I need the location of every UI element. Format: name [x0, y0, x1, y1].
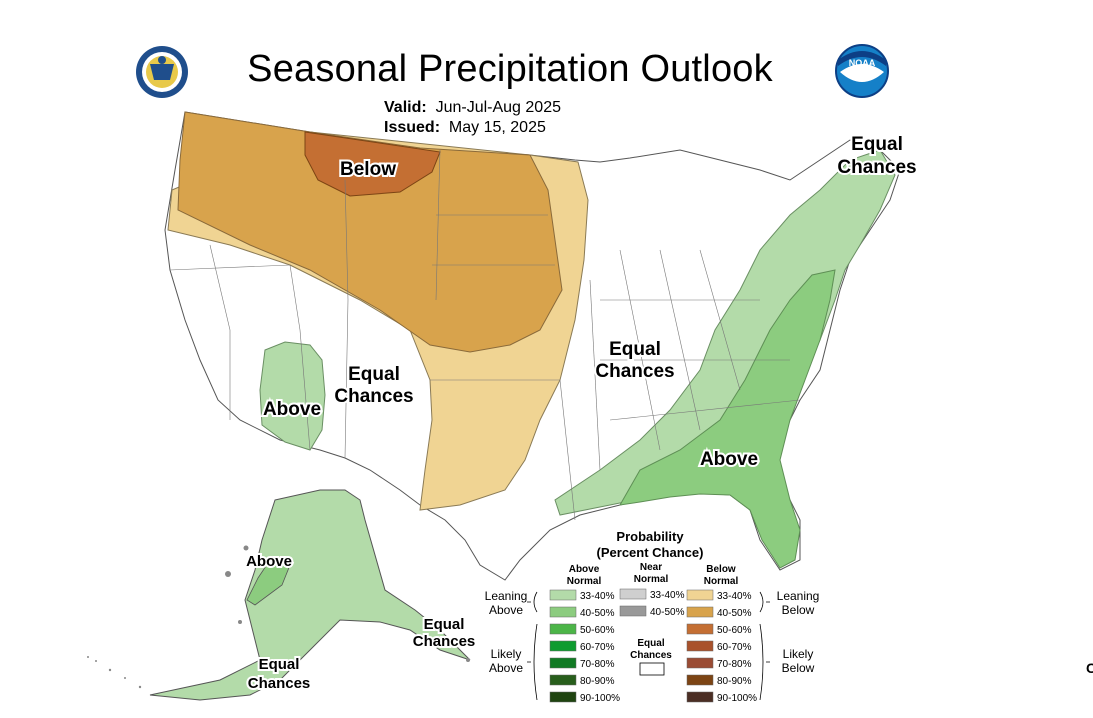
legend-below-range-0: 33-40% — [717, 591, 752, 602]
label-equal-ak-se-1: Equal — [424, 616, 465, 633]
label-above-sw: Above — [263, 399, 321, 420]
label-above-se: Above — [700, 449, 758, 470]
label-equal-ak-s-2: Chances — [248, 675, 311, 692]
legend-leaning-above-1: Leaning — [485, 589, 528, 603]
page-title: Seasonal Precipitation Outlook — [247, 48, 773, 90]
legend-near-swatch-1 — [619, 605, 647, 617]
region-above-33-40-sw — [259, 341, 326, 451]
valid-value: Jun-Jul-Aug 2025 — [435, 99, 561, 116]
label-equal-ak-s-1: Equal — [259, 656, 300, 673]
legend-brace-leaning-below — [759, 591, 770, 613]
legend-below-range-2: 50-60% — [717, 625, 752, 636]
legend-above-range-1: 40-50% — [580, 608, 615, 619]
legend-col-above-1: Above — [569, 564, 600, 575]
legend-below-swatch-3 — [686, 640, 714, 652]
legend-below-range-5: 80-90% — [717, 676, 752, 687]
legend-above-swatch-5 — [549, 674, 577, 686]
legend-below-range-6: 90-100% — [717, 693, 757, 704]
legend-below-swatch-4 — [686, 657, 714, 669]
legend-brace-likely-above — [527, 623, 538, 701]
valid-label: Valid: — [384, 99, 427, 116]
label-equal-ne-1: Equal — [851, 134, 903, 155]
legend-above-range-3: 60-70% — [580, 642, 615, 653]
legend-leaning-below-1: Leaning — [777, 589, 820, 603]
legend-title-2: (Percent Chance) — [597, 545, 704, 560]
label-equal-sw-2: Chances — [334, 386, 413, 407]
legend-col-near-2: Normal — [634, 574, 669, 585]
legend-above-swatch-6 — [549, 691, 577, 703]
region-below-40-50 — [177, 111, 563, 353]
noaa-logo-icon: NOAA — [835, 44, 889, 98]
legend-above-range-4: 70-80% — [580, 659, 615, 670]
legend-above-range-0: 33-40% — [580, 591, 615, 602]
legend-above-swatch-1 — [549, 606, 577, 618]
label-above-ak: Above — [246, 553, 292, 570]
legend-likely-above-1: Likely — [491, 647, 522, 661]
alaska-above-40 — [246, 559, 293, 606]
label-equal-central-1: Equal — [609, 339, 661, 360]
legend-col-above-2: Normal — [567, 576, 602, 587]
label-equal-sw-1: Equal — [348, 364, 400, 385]
legend-below-range-1: 40-50% — [717, 608, 752, 619]
legend-near-range-0: 33-40% — [650, 590, 685, 601]
legend-brace-likely-below — [759, 623, 770, 701]
legend-leaning-above-2: Above — [489, 603, 523, 617]
region-above-40-50-east — [619, 269, 836, 569]
legend-below-column: 33-40% 40-50% 50-60% 60-70% 70-80% 80-90% 90-1… — [686, 589, 757, 704]
legend-near-column: 33-40% 40-50% — [619, 588, 685, 618]
doc-seal-icon — [136, 46, 188, 98]
legend-above-column: 33-40% 40-50% 50-60% 60-70% 70-80% 80-90% 90-1… — [549, 589, 620, 704]
legend-title-1: Probability — [616, 529, 684, 544]
legend-near-range-1: 40-50% — [650, 607, 685, 618]
issued-value: May 15, 2025 — [448, 119, 546, 136]
legend-likely-below-2: Below — [782, 661, 815, 675]
legend-above-swatch-3 — [549, 640, 577, 652]
legend-col-below-1: Below — [706, 564, 736, 575]
legend: Probability (Percent Chance) Above Norma… — [485, 529, 820, 704]
legend-below-swatch-0 — [686, 589, 714, 601]
label-equal-ak-se-2: Chances — [413, 633, 476, 650]
legend-above-range-2: 50-60% — [580, 625, 615, 636]
aleutian-islands — [87, 545, 470, 689]
label-below: Below — [340, 159, 396, 180]
credit-text: C — [1086, 660, 1093, 676]
region-below-50-60 — [304, 131, 441, 197]
legend-col-near-1: Near — [640, 562, 662, 573]
issued-label: Issued: — [384, 119, 441, 136]
legend-below-swatch-1 — [686, 606, 714, 618]
legend-likely-above-2: Above — [489, 661, 523, 675]
legend-equal-1: Equal — [637, 638, 664, 649]
legend-brace-leaning-above — [527, 591, 538, 613]
label-equal-ne-2: Chances — [837, 157, 916, 178]
legend-above-swatch-4 — [549, 657, 577, 669]
legend-likely-below-1: Likely — [783, 647, 814, 661]
legend-leaning-below-2: Below — [782, 603, 815, 617]
legend-equal-2: Chances — [630, 650, 672, 661]
noaa-text: NOAA — [849, 58, 876, 68]
state-boundaries — [169, 149, 801, 521]
legend-below-swatch-6 — [686, 691, 714, 703]
legend-above-range-6: 90-100% — [580, 693, 620, 704]
legend-below-swatch-5 — [686, 674, 714, 686]
legend-above-swatch-2 — [549, 623, 577, 635]
valid-period: Valid: Jun-Jul-Aug 2025 — [384, 98, 561, 117]
alaska-outline — [149, 489, 471, 701]
legend-swatch-equal — [639, 662, 665, 676]
issued-date: Issued: May 15, 2025 — [384, 118, 546, 137]
legend-above-swatch-0 — [549, 589, 577, 601]
legend-above-range-5: 80-90% — [580, 676, 615, 687]
legend-near-swatch-0 — [619, 588, 647, 600]
legend-below-swatch-2 — [686, 623, 714, 635]
legend-col-below-2: Normal — [704, 576, 739, 587]
label-equal-central-2: Chances — [595, 361, 674, 382]
legend-below-range-4: 70-80% — [717, 659, 752, 670]
legend-below-range-3: 60-70% — [717, 642, 752, 653]
